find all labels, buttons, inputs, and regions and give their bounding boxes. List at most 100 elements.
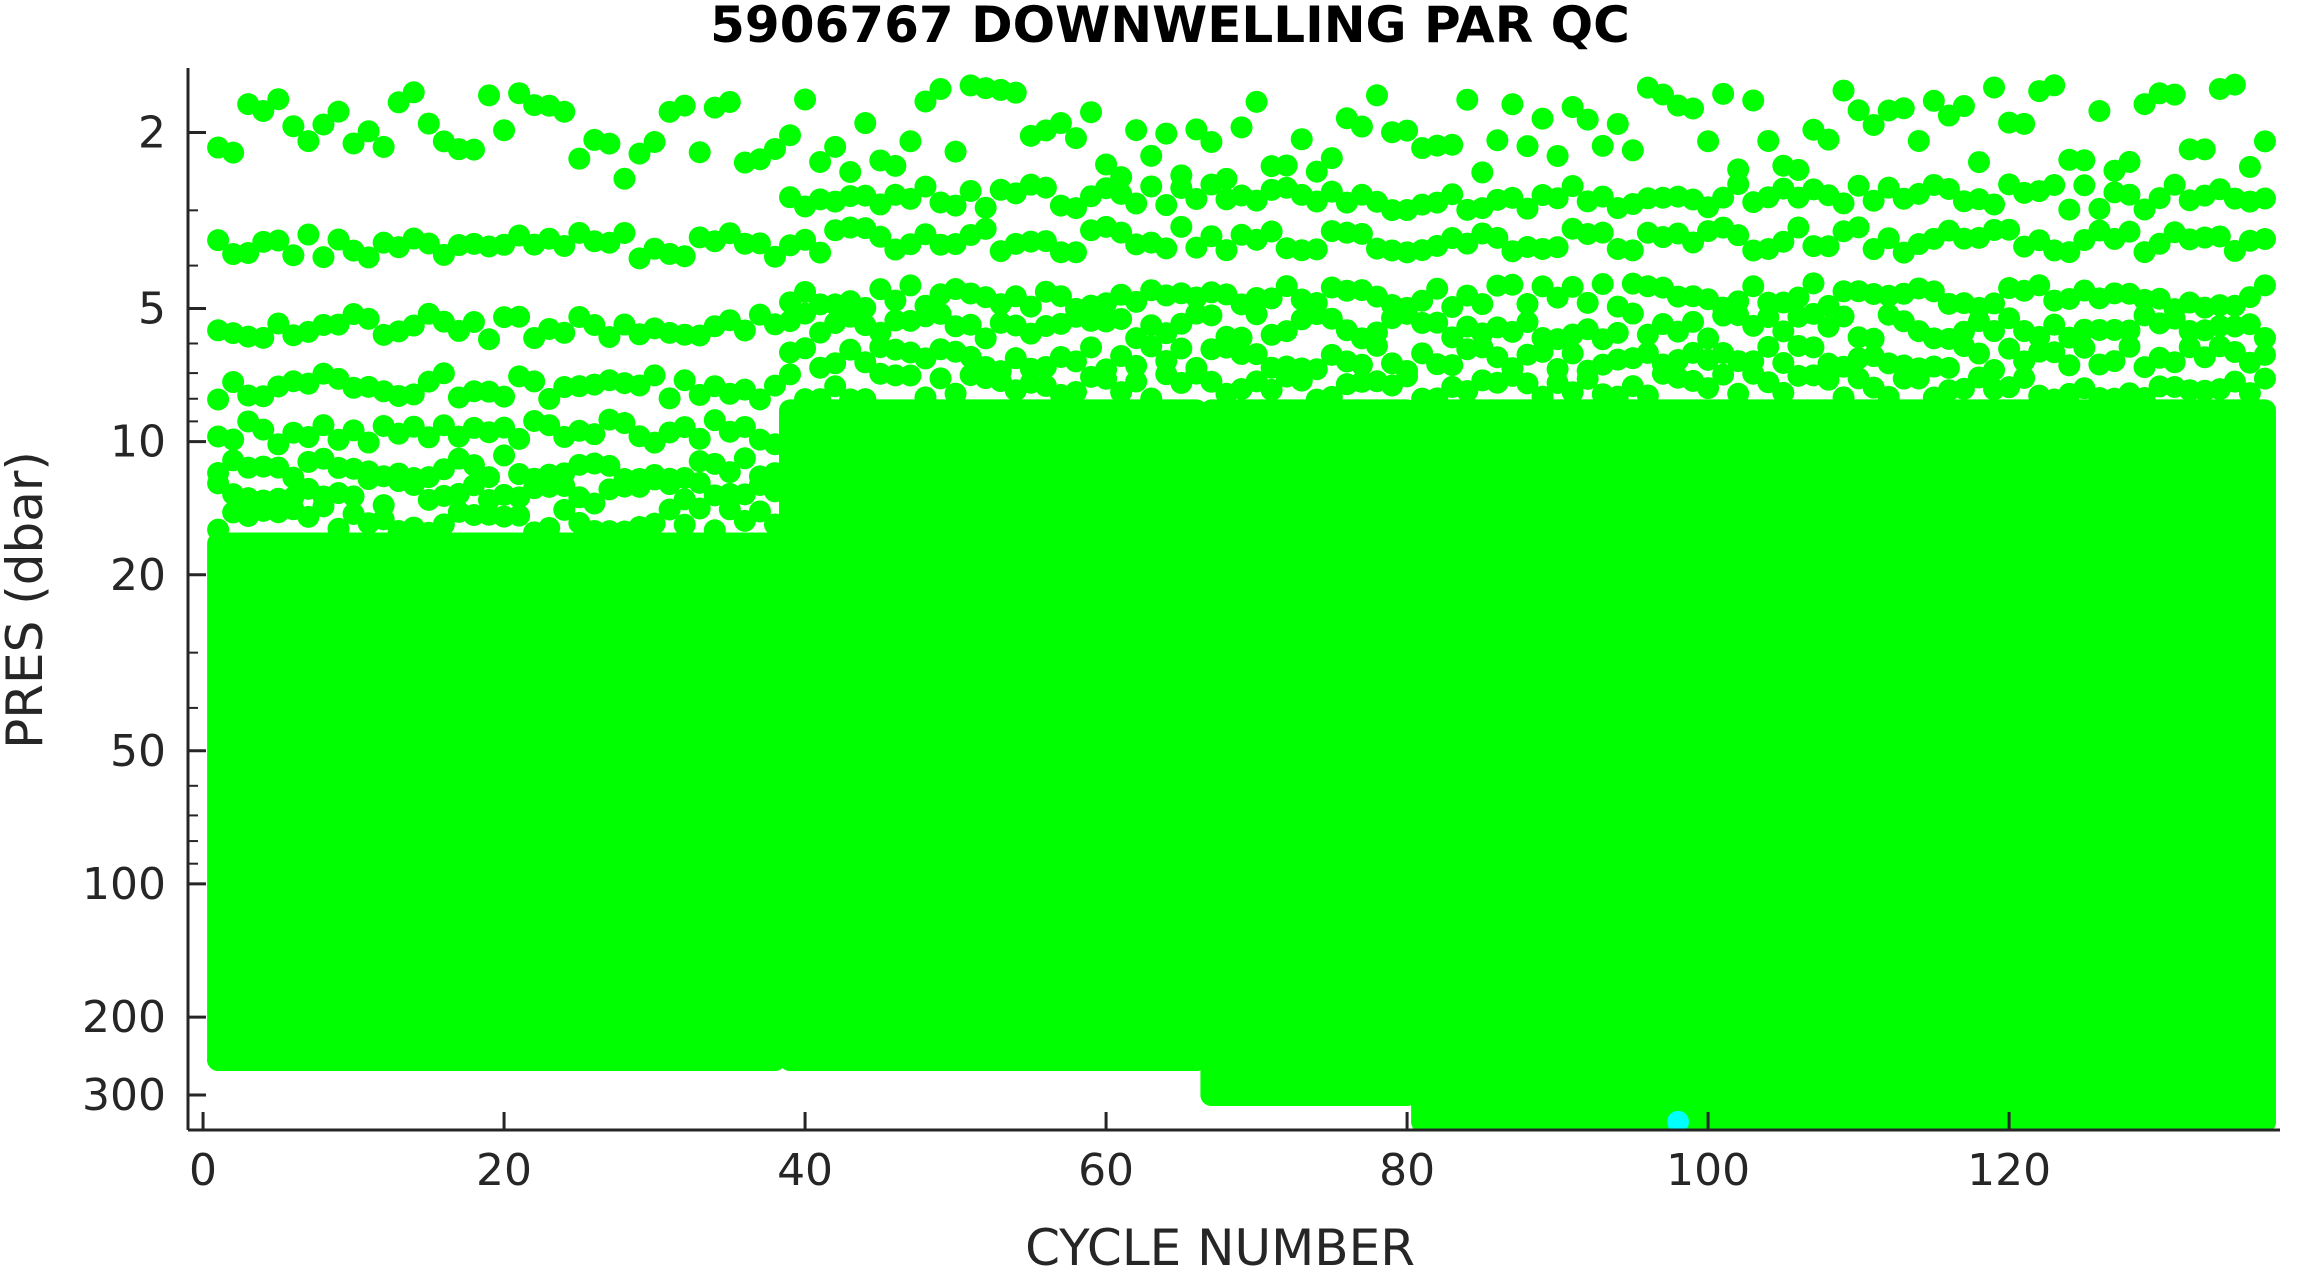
data-point: [327, 228, 350, 251]
data-point: [1471, 293, 1494, 316]
data-point: [1064, 1048, 1087, 1071]
x-tick-label: 40: [777, 1145, 833, 1196]
data-point: [824, 375, 847, 398]
data-point: [1666, 1110, 1689, 1130]
data-point: [312, 414, 335, 437]
data-point: [1095, 367, 1118, 390]
data-point: [2088, 100, 2111, 123]
data-point: [2073, 149, 2096, 172]
data-point: [854, 351, 877, 374]
data-point: [899, 130, 922, 153]
data-point: [1787, 216, 1810, 239]
data-point: [2178, 138, 2201, 161]
data-point: [703, 409, 726, 432]
data-point: [899, 187, 922, 210]
data-point: [854, 1048, 877, 1071]
data-point: [2163, 351, 2186, 374]
data-point: [2043, 341, 2066, 364]
data-point: [1080, 101, 1103, 124]
data-point: [2058, 241, 2081, 264]
data-point: [1591, 134, 1614, 157]
data-point: [1080, 336, 1103, 359]
data-point: [357, 1048, 380, 1071]
data-point: [1110, 307, 1133, 330]
y-axis-label: PRES (dbar): [0, 451, 54, 749]
data-point: [1275, 1083, 1298, 1106]
data-point: [779, 363, 802, 386]
data-point: [207, 229, 230, 252]
data-point: [809, 293, 832, 316]
data-point: [839, 338, 862, 361]
y-ticks: 2 5 10 20 50 100 200 300: [82, 107, 206, 1121]
data-point: [282, 466, 305, 489]
data-point: [1155, 237, 1178, 260]
data-point: [1817, 235, 1840, 258]
data-point: [493, 385, 516, 408]
data-point: [1155, 122, 1178, 145]
data-point: [613, 1048, 636, 1071]
data-point: [1350, 115, 1373, 138]
data-point: [718, 1048, 741, 1071]
data-point: [2133, 386, 2156, 409]
data-point: [2118, 220, 2141, 243]
data-point: [703, 1048, 726, 1071]
data-point: [1110, 221, 1133, 244]
data-point: [959, 1048, 982, 1071]
data-point: [779, 1048, 802, 1071]
data-point: [733, 1048, 756, 1071]
data-point: [1983, 193, 2006, 216]
data-point: [267, 433, 290, 456]
data-point: [312, 246, 335, 269]
data-point: [1426, 387, 1449, 410]
data-point: [372, 508, 395, 531]
data-point: [794, 228, 817, 251]
data-point: [673, 369, 696, 392]
data-point: [357, 246, 380, 269]
data-point: [869, 225, 892, 248]
data-point: [1772, 230, 1795, 253]
data-point: [1381, 1083, 1404, 1106]
data-point: [1727, 224, 1750, 247]
data-point: [1260, 220, 1283, 243]
data-point: [252, 99, 275, 122]
data-point: [222, 1048, 245, 1071]
data-point: [1757, 129, 1780, 152]
data-point: [1907, 129, 1930, 152]
data-point: [1064, 380, 1087, 403]
data-point: [673, 1048, 696, 1071]
data-point: [1621, 302, 1644, 325]
data-point: [1697, 327, 1720, 350]
data-point: [1426, 311, 1449, 334]
data-point: [1230, 1083, 1253, 1106]
data-point: [402, 383, 425, 406]
data-point: [327, 100, 350, 123]
dense-block-0: [207, 532, 786, 1071]
data-point: [1064, 127, 1087, 150]
data-point: [1967, 342, 1990, 365]
data-point: [989, 1048, 1012, 1071]
data-point: [1727, 382, 1750, 405]
data-point: [809, 241, 832, 264]
data-point: [733, 415, 756, 438]
data-point: [794, 1048, 817, 1071]
data-point: [553, 321, 576, 344]
data-point: [1245, 1083, 1268, 1106]
data-point: [688, 427, 711, 450]
data-point: [252, 1048, 275, 1071]
data-point: [1486, 226, 1509, 249]
data-point: [929, 78, 952, 101]
data-point: [854, 296, 877, 319]
y-tick-label: 300: [82, 1070, 166, 1121]
data-point: [2013, 366, 2036, 389]
data-point: [207, 518, 230, 541]
data-point: [1802, 336, 1825, 359]
data-point: [1682, 231, 1705, 254]
data-point: [1682, 310, 1705, 333]
data-point: [1305, 358, 1328, 381]
data-point: [1125, 119, 1148, 142]
data-point: [688, 497, 711, 520]
data-point: [1034, 230, 1057, 253]
data-point: [1907, 367, 1930, 390]
data-point: [1983, 292, 2006, 315]
